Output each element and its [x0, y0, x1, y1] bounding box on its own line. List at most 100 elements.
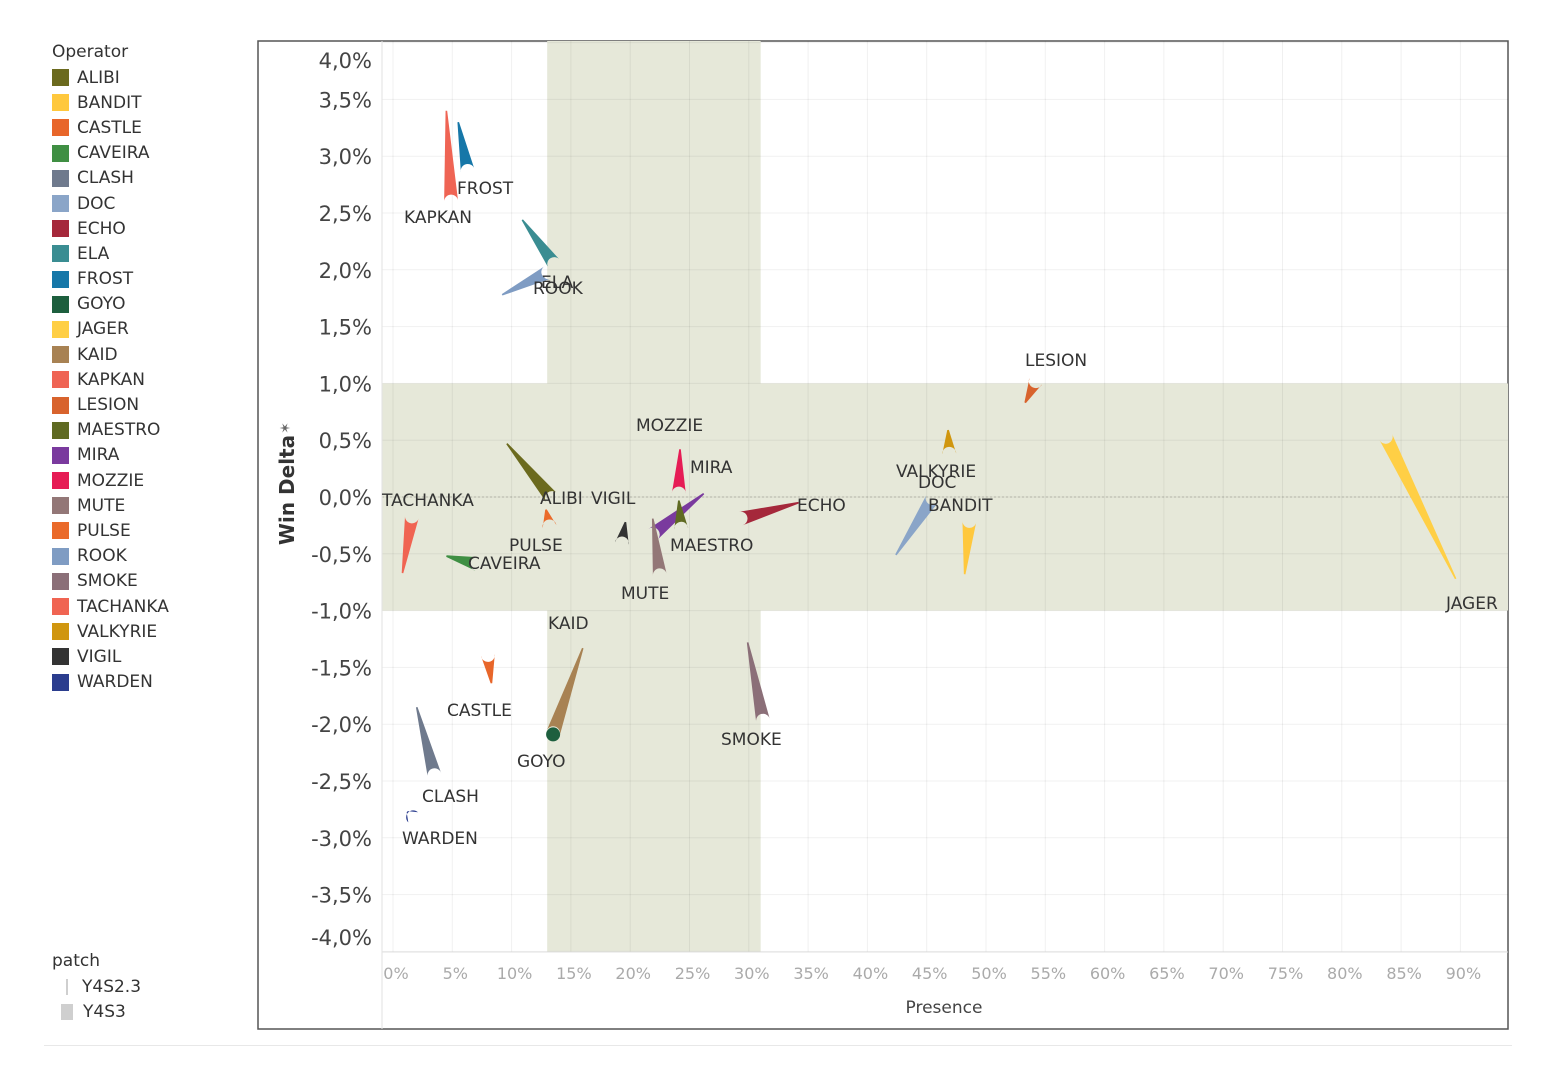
mark-label-tachanka: TACHANKA	[381, 491, 474, 511]
legend-label: LESION	[77, 395, 140, 416]
mark-pulse	[542, 509, 557, 528]
legend-swatch	[52, 119, 69, 137]
legend-label: ROOK	[77, 546, 127, 567]
mark-tachanka	[401, 515, 419, 574]
patch-legend-label: Y4S3	[83, 1001, 126, 1022]
legend-item-frost[interactable]: FROST	[52, 267, 252, 292]
mark-label-alibi: ALIBI	[540, 489, 583, 509]
mark-goyo	[546, 727, 561, 742]
y-tick-label: 3,0%	[319, 145, 372, 169]
y-tick-label: -1,0%	[311, 600, 372, 624]
legend-swatch	[52, 371, 69, 389]
bottom-divider	[44, 1045, 1512, 1046]
mark-label-clash: CLASH	[422, 787, 479, 807]
x-tick-label: 65%	[1149, 964, 1185, 983]
legend-label: ALIBI	[77, 67, 120, 88]
legend-item-ela[interactable]: ELA	[52, 241, 252, 266]
legend-item-mira[interactable]: MIRA	[52, 443, 252, 468]
legend-item-warden[interactable]: WARDEN	[52, 670, 252, 695]
y-tick-label: 3,5%	[319, 88, 372, 112]
mark-label-frost: FROST	[457, 179, 514, 199]
legend-item-kaid[interactable]: KAID	[52, 342, 252, 367]
mark-label-castle: CASTLE	[447, 701, 512, 721]
patch-legend-item-y4s2-3[interactable]: Y4S2.3	[52, 974, 141, 999]
legend-swatch	[52, 572, 69, 590]
y-axis-title: Win Delta	[275, 435, 299, 545]
legend-item-tachanka[interactable]: TACHANKA	[52, 594, 252, 619]
legend-item-bandit[interactable]: BANDIT	[52, 90, 252, 115]
y-tick-label: -1,5%	[311, 656, 372, 680]
legend-item-goyo[interactable]: GOYO	[52, 292, 252, 317]
legend-item-mozzie[interactable]: MOZZIE	[52, 468, 252, 493]
legend-label: JAGER	[77, 319, 129, 340]
legend-label: WARDEN	[77, 672, 153, 693]
legend-label: VALKYRIE	[77, 621, 158, 642]
legend-swatch	[52, 522, 69, 540]
legend-item-valkyrie[interactable]: VALKYRIE	[52, 619, 252, 644]
patch-legend-item-y4s3[interactable]: Y4S3	[52, 999, 141, 1024]
mark-kapkan	[444, 110, 459, 203]
mark-label-kapkan: KAPKAN	[404, 208, 472, 228]
x-tick-label: 45%	[912, 964, 948, 983]
mark-caveira	[446, 555, 479, 571]
x-axis-title: Presence	[906, 998, 983, 1018]
y-tick-label: 4,0%	[319, 49, 372, 73]
legend-item-echo[interactable]: ECHO	[52, 216, 252, 241]
legend-item-jager[interactable]: JAGER	[52, 317, 252, 342]
legend-item-caveira[interactable]: CAVEIRA	[52, 141, 252, 166]
legend-item-castle[interactable]: CASTLE	[52, 115, 252, 140]
x-tick-label: 90%	[1446, 964, 1482, 983]
mark-label-mira: MIRA	[690, 458, 733, 478]
x-tick-label: 55%	[1031, 964, 1067, 983]
legend-item-rook[interactable]: ROOK	[52, 544, 252, 569]
legend-label: TACHANKA	[77, 596, 169, 617]
legend-label: CLASH	[77, 168, 134, 189]
x-tick-label: 50%	[971, 964, 1007, 983]
color-legend: Operator ALIBI BANDIT CASTLE CAVEIRA CLASH DO…	[52, 42, 252, 695]
legend-item-alibi[interactable]: ALIBI	[52, 65, 252, 90]
legend-label: MUTE	[77, 495, 126, 516]
legend-item-maestro[interactable]: MAESTRO	[52, 418, 252, 443]
legend-item-smoke[interactable]: SMOKE	[52, 569, 252, 594]
legend-label: SMOKE	[77, 571, 138, 592]
y-tick-label: -2,5%	[311, 770, 372, 794]
legend-item-kapkan[interactable]: KAPKAN	[52, 367, 252, 392]
legend-label: VIGIL	[77, 646, 122, 667]
mark-label-rook: ROOK	[533, 279, 584, 299]
legend-item-mute[interactable]: MUTE	[52, 493, 252, 518]
x-tick-label: 80%	[1327, 964, 1363, 983]
y-tick-label: 0,0%	[319, 486, 372, 510]
legend-label: GOYO	[77, 294, 126, 315]
x-tick-label: 85%	[1386, 964, 1422, 983]
mark-label-bandit: BANDIT	[928, 496, 993, 516]
patch-legend: patch Y4S2.3 Y4S3	[52, 951, 141, 1024]
x-tick-label: 35%	[793, 964, 829, 983]
patch-legend-label: Y4S2.3	[82, 976, 142, 997]
legend-item-doc[interactable]: DOC	[52, 191, 252, 216]
mark-lesion	[1024, 378, 1043, 404]
mark-label-maestro: MAESTRO	[670, 536, 753, 556]
mark-label-jager: JAGER	[1445, 594, 1498, 614]
mark-label-pulse: PULSE	[509, 536, 563, 556]
mark-label-valkyrie: VALKYRIE	[896, 462, 976, 482]
x-tick-label: 20%	[615, 964, 651, 983]
y-tick-label: 0,5%	[319, 429, 372, 453]
x-tick-label: 15%	[556, 964, 592, 983]
mark-castle	[480, 654, 495, 684]
legend-item-lesion[interactable]: LESION	[52, 392, 252, 417]
legend-label: ELA	[77, 243, 110, 264]
legend-item-pulse[interactable]: PULSE	[52, 518, 252, 543]
legend-item-vigil[interactable]: VIGIL	[52, 644, 252, 669]
x-tick-label: 25%	[675, 964, 711, 983]
mark-label-vigil: VIGIL	[591, 489, 636, 509]
patch-line-marker	[66, 978, 68, 995]
mark-alibi	[506, 443, 558, 503]
x-tick-label: 75%	[1268, 964, 1304, 983]
mark-label-echo: ECHO	[797, 496, 846, 516]
y-tick-label: 2,5%	[319, 202, 372, 226]
legend-swatch	[52, 446, 69, 464]
legend-item-clash[interactable]: CLASH	[52, 166, 252, 191]
y-tick-label: 1,0%	[319, 372, 372, 396]
legend-swatch	[52, 346, 69, 364]
legend-label: MAESTRO	[77, 420, 161, 441]
